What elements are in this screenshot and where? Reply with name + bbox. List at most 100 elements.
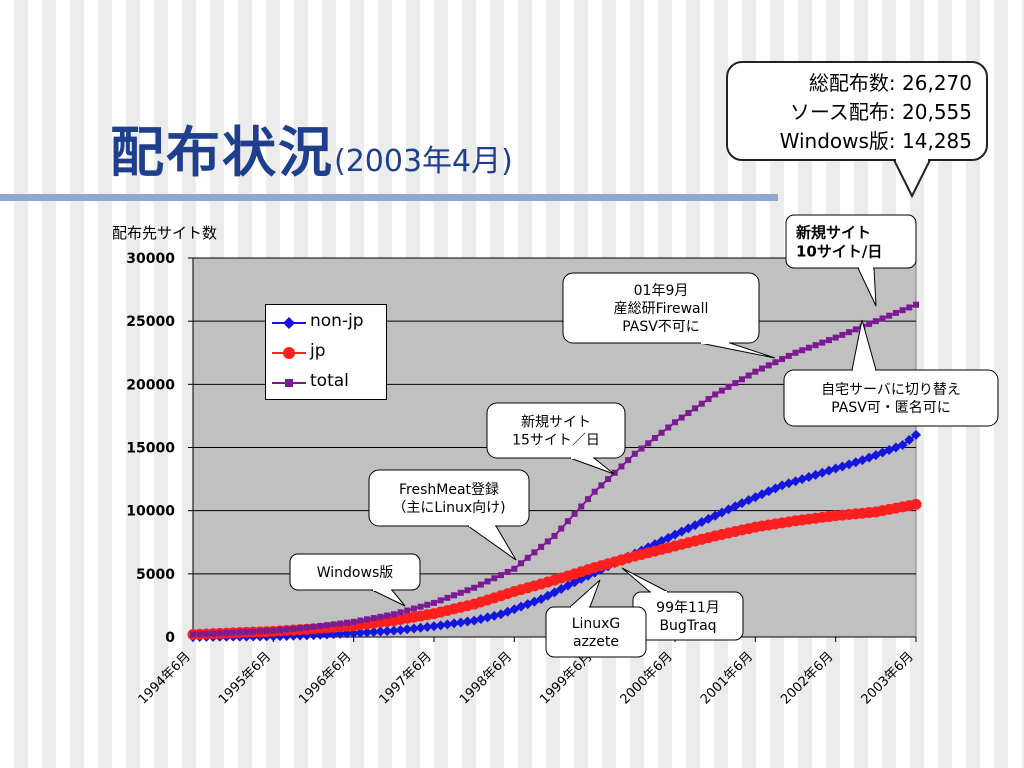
point-total — [866, 320, 873, 327]
legend-marker-non-jp — [272, 317, 306, 329]
annotation-text: Windows版 — [317, 565, 394, 581]
point-total — [805, 344, 812, 351]
point-total — [625, 457, 632, 464]
point-total — [531, 549, 538, 556]
annotation-text: LinuxG — [572, 616, 621, 632]
slide-title: 配布状況(2003年4月) — [110, 108, 513, 187]
point-total — [725, 383, 732, 390]
point-total — [484, 578, 491, 585]
point-non-jp — [911, 429, 921, 440]
point-total — [464, 587, 471, 594]
point-total — [277, 627, 284, 634]
legend-label-non-jp: non-jp — [310, 311, 364, 331]
point-total — [745, 372, 752, 379]
legend-marker-jp — [272, 347, 306, 359]
slide-title-main: 配布状況 — [110, 121, 334, 184]
point-total — [477, 581, 484, 588]
point-total — [792, 349, 799, 356]
point-non-jp — [482, 612, 493, 623]
point-total — [598, 482, 605, 489]
point-total — [638, 445, 645, 452]
point-total — [892, 309, 899, 316]
point-total — [190, 631, 196, 638]
point-total — [752, 368, 759, 375]
point-total — [270, 627, 277, 634]
point-total — [263, 627, 270, 634]
point-total — [323, 622, 330, 629]
point-total — [424, 601, 431, 608]
annotation-box — [486, 402, 626, 459]
point-non-jp — [710, 510, 721, 521]
point-total — [230, 629, 237, 636]
annotation-text: 新規サイト — [521, 415, 591, 431]
y-tick-label: 0 — [165, 630, 175, 646]
point-total — [364, 616, 371, 623]
point-total — [451, 592, 458, 599]
point-total — [658, 429, 665, 436]
annotation-box — [289, 553, 421, 591]
point-non-jp — [455, 617, 466, 628]
point-total — [611, 469, 618, 476]
point-total — [839, 331, 846, 338]
point-total — [317, 623, 324, 630]
point-non-jp — [469, 615, 480, 626]
point-total — [872, 318, 879, 325]
series-total — [190, 301, 919, 638]
annotation-callout: 自宅サーバに切り替え PASV可・匿名可に — [783, 319, 999, 427]
annotation-text: 01年9月 — [634, 283, 689, 299]
point-total — [223, 629, 230, 636]
legend-label-jp: jp — [310, 341, 326, 361]
point-total — [377, 613, 384, 620]
point-total — [457, 589, 464, 596]
y-tick-label: 20000 — [126, 377, 175, 393]
point-total — [303, 624, 310, 631]
annotation-text: 新規サイト — [796, 224, 871, 242]
point-total — [913, 301, 919, 308]
point-total — [397, 609, 404, 616]
annotation-text: PASV可・匿名可に — [831, 400, 951, 416]
point-total — [384, 612, 391, 619]
point-total — [196, 631, 203, 638]
point-total — [772, 359, 779, 366]
annotation-text: PASV不可に — [622, 319, 700, 335]
point-total — [645, 440, 652, 447]
point-total — [256, 628, 263, 635]
point-total — [497, 572, 504, 579]
stats-callout: 総配布数: 26,270 ソース配布: 20,555 Windows版: 14,… — [726, 61, 988, 161]
point-total — [732, 380, 739, 387]
annotation-text: azzete — [573, 634, 619, 650]
point-total — [759, 365, 766, 372]
y-tick-label: 5000 — [136, 567, 175, 583]
point-non-jp — [562, 580, 573, 591]
point-total — [330, 621, 337, 628]
point-total — [558, 525, 565, 532]
point-total — [879, 315, 886, 322]
y-tick-label: 10000 — [126, 504, 175, 520]
point-total — [357, 617, 364, 624]
annotation-text: （主にLinux向け) — [392, 500, 505, 516]
point-non-jp — [569, 577, 580, 588]
point-total — [685, 409, 692, 416]
point-total — [350, 618, 357, 625]
point-non-jp — [348, 628, 359, 639]
point-total — [899, 307, 906, 314]
y-tick-label: 15000 — [126, 441, 175, 457]
point-total — [390, 611, 397, 618]
annotation-callout: LinuxG azzete — [545, 579, 647, 658]
annotation-box — [562, 272, 760, 344]
annotation-box — [368, 469, 530, 527]
point-total — [571, 510, 578, 517]
point-non-jp — [536, 594, 547, 605]
point-total — [518, 560, 525, 567]
annotation-text: 10サイト/日 — [796, 243, 882, 261]
point-total — [216, 630, 223, 637]
point-non-jp — [382, 626, 393, 637]
point-total — [779, 356, 786, 363]
point-non-jp — [904, 434, 915, 445]
stats-total: 総配布数: 26,270 — [808, 71, 972, 95]
point-total — [698, 400, 705, 407]
annotation-text: 15サイト／日 — [512, 433, 600, 449]
